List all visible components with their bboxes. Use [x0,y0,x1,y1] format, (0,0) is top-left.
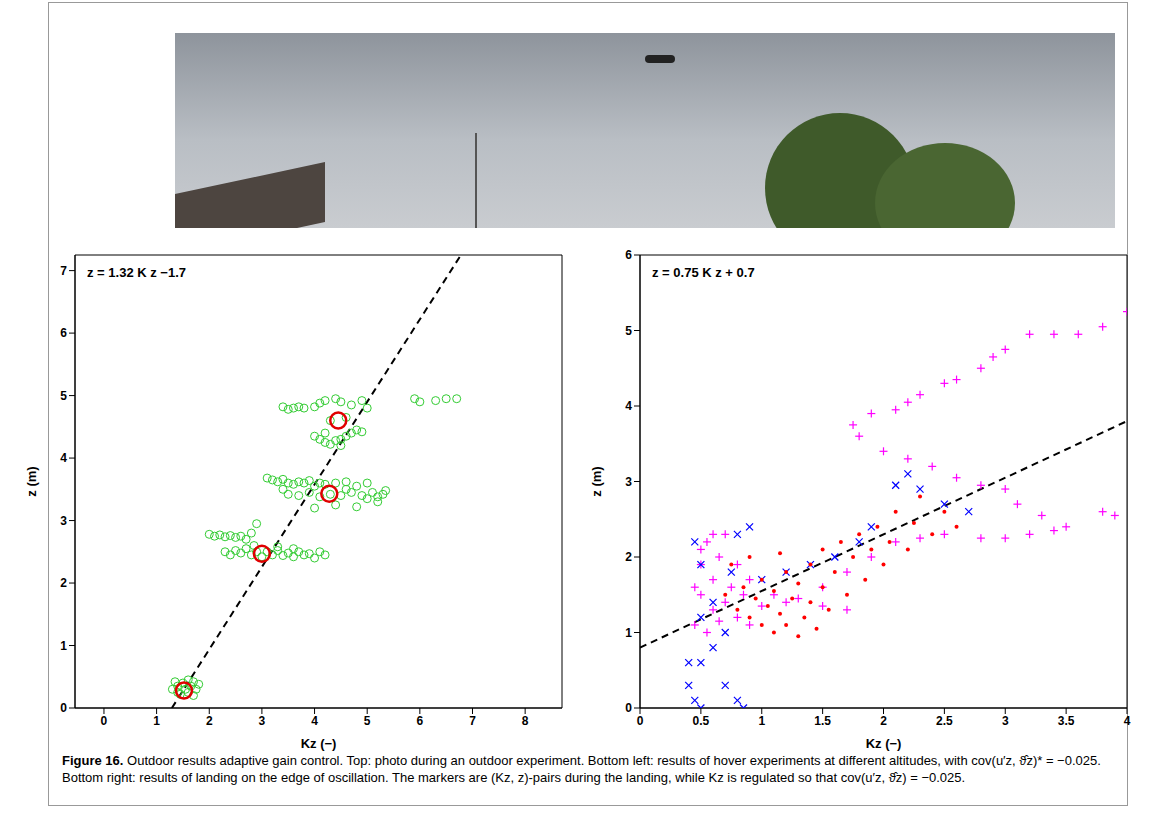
svg-text:0: 0 [101,714,108,728]
svg-text:2: 2 [206,714,213,728]
html-text:z = 1.32 K z −1.7: z = 1.32 K z −1.7 [87,265,186,280]
svg-text:6: 6 [625,248,632,262]
svg-text:3: 3 [625,475,632,489]
svg-text:3.5: 3.5 [1058,714,1075,728]
svg-text:z (m): z (m) [24,466,39,496]
svg-text:1: 1 [625,626,632,640]
svg-text:2: 2 [625,550,632,564]
svg-text:3: 3 [259,714,266,728]
svg-text:3: 3 [1002,714,1009,728]
svg-text:7: 7 [60,264,67,278]
svg-text:2: 2 [880,714,887,728]
svg-text:0: 0 [60,701,67,715]
svg-text:0: 0 [637,714,644,728]
svg-text:8: 8 [522,714,529,728]
svg-text:z (m): z (m) [589,466,604,496]
svg-text:2: 2 [60,576,67,590]
svg-text:1: 1 [153,714,160,728]
svg-text:5: 5 [625,324,632,338]
svg-text:6: 6 [60,326,67,340]
svg-text:1: 1 [758,714,765,728]
svg-text:4: 4 [625,399,632,413]
svg-text:4: 4 [311,714,318,728]
svg-text:2.5: 2.5 [936,714,953,728]
svg-text:4: 4 [60,451,67,465]
svg-text:4: 4 [1124,714,1131,728]
svg-text:5: 5 [60,389,67,403]
svg-text:Kz (−): Kz (−) [301,736,337,751]
html-text:Figure 16. Outdoor results ada: Figure 16. Outdoor results adaptive gain… [62,753,1101,785]
svg-text:5: 5 [364,714,371,728]
html-text:z = 0.75 K z + 0.7: z = 0.75 K z + 0.7 [652,265,755,280]
svg-text:1.5: 1.5 [814,714,831,728]
svg-text:0.5: 0.5 [693,714,710,728]
svg-text:1: 1 [60,639,67,653]
svg-text:0: 0 [625,701,632,715]
svg-text:7: 7 [469,714,476,728]
svg-text:Kz (−): Kz (−) [866,736,902,751]
svg-text:6: 6 [417,714,424,728]
svg-text:3: 3 [60,514,67,528]
